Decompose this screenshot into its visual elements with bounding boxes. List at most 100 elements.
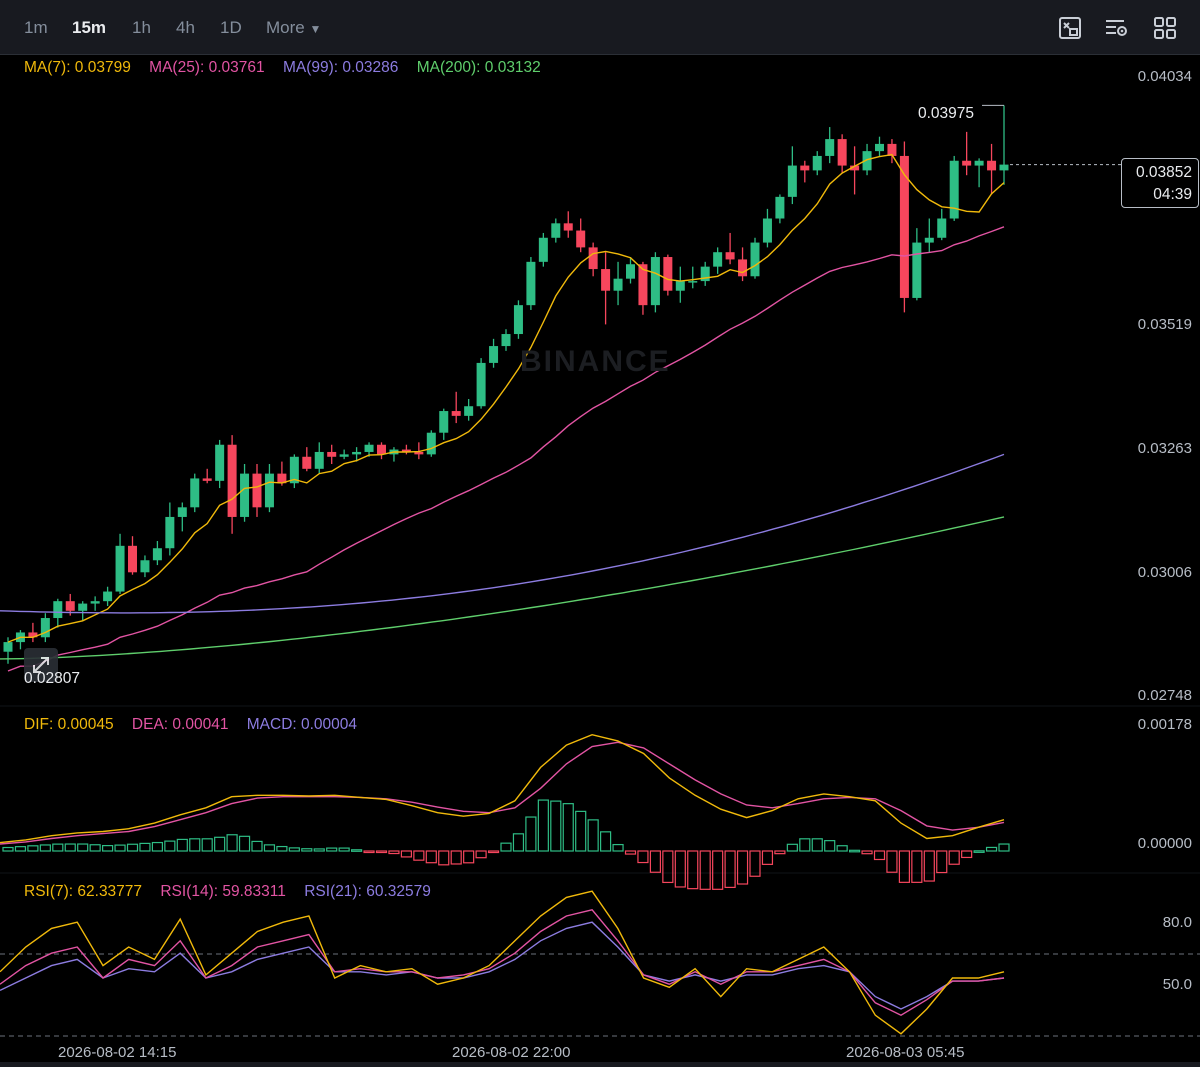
macd-tick: 0.00000 [1137, 835, 1192, 852]
macd-histogram-bar [126, 843, 139, 852]
ma99-legend: MA(99): 0.03286 [282, 59, 399, 76]
macd-histogram-bar [326, 847, 338, 852]
candle [999, 164, 1009, 171]
macd-histogram-bar [537, 799, 549, 852]
candle [551, 223, 561, 238]
timeframe-1d[interactable]: 1D [220, 18, 242, 37]
indicator-settings-icon[interactable] [1104, 15, 1130, 41]
chart-type-icon[interactable] [1057, 15, 1083, 41]
macd-histogram-bar [811, 838, 823, 852]
macd-histogram-bar [338, 847, 350, 852]
candle [850, 165, 860, 171]
candle [650, 257, 660, 306]
macd-histogram-bar [512, 833, 525, 852]
time-tick: 2026-08-03 05:45 [846, 1044, 965, 1061]
candle [215, 444, 225, 481]
chart-canvas[interactable] [0, 55, 1200, 1067]
candle [613, 278, 623, 291]
timeframe-1m[interactable]: 1m [24, 18, 48, 37]
macd-histogram-bar [89, 844, 101, 852]
candle [190, 478, 200, 508]
timeframe-1h[interactable]: 1h [132, 18, 151, 37]
dif-line [0, 733, 1005, 844]
candle [713, 252, 723, 267]
more-timeframes-button[interactable]: More ▼ [266, 18, 321, 38]
candle [489, 346, 499, 363]
bottom-edge [0, 1062, 1200, 1067]
candle [240, 473, 250, 517]
caret-down-icon: ▼ [309, 22, 322, 36]
candle [53, 601, 63, 619]
candle [277, 473, 287, 484]
price-tick: 0.03006 [1137, 564, 1192, 581]
more-label: More [266, 18, 305, 37]
macd-histogram-bar [948, 850, 960, 865]
macd-histogram-bar [674, 850, 686, 888]
macd-histogram-bar [214, 836, 226, 852]
macd-histogram-bar [2, 846, 14, 852]
candle [339, 454, 349, 457]
candle [352, 451, 362, 455]
macd-histogram-bar [873, 850, 886, 861]
candle [688, 281, 698, 283]
timeframe-4h[interactable]: 4h [176, 18, 195, 37]
price-tick: 0.02748 [1137, 687, 1192, 704]
timeframe-15m[interactable]: 15m [72, 18, 107, 37]
macd-histogram-bar [238, 835, 251, 852]
macd-histogram-bar [961, 850, 973, 859]
macd-histogram-bar [861, 850, 873, 855]
candle [601, 269, 611, 291]
rsi7-line [0, 890, 1005, 1035]
candle [65, 601, 75, 611]
macd-histogram-bar [724, 850, 736, 888]
macd-histogram-bar [101, 845, 114, 852]
candle [364, 444, 374, 452]
macd-histogram-bar [699, 850, 711, 890]
layout-grid-icon[interactable] [1152, 15, 1178, 41]
candle [289, 456, 299, 484]
candle [401, 449, 411, 452]
macd-histogram-bar [14, 846, 27, 852]
macd-histogram-bar [562, 803, 574, 852]
macd-histogram-bar [985, 846, 998, 852]
high-price-label: 0.03975 [918, 105, 975, 122]
candle [576, 230, 586, 248]
expand-chart-button[interactable] [24, 648, 58, 682]
macd-histogram-bar [52, 843, 64, 852]
candle [538, 237, 548, 262]
candle [414, 451, 424, 455]
current-price-tag: 0.03852 04:39 [1121, 158, 1199, 208]
macd-histogram-bar [425, 850, 437, 864]
candle [937, 218, 947, 238]
macd-histogram-bar [263, 844, 276, 852]
macd-histogram-bar [276, 845, 288, 852]
macd-legend: DIF: 0.00045 DEA: 0.00041 MACD: 0.00004 [24, 716, 371, 734]
rsi-legend: RSI(7): 62.33777 RSI(14): 59.83311 RSI(2… [24, 883, 445, 901]
macd-histogram-bar [77, 843, 89, 852]
candle [663, 257, 673, 291]
candle [775, 196, 785, 219]
dif-legend: DIF: 0.00045 [24, 716, 114, 733]
candle [103, 591, 113, 602]
macd-tick: 0.00178 [1137, 716, 1192, 733]
macd-histogram-bar [836, 845, 848, 852]
macd-histogram-bar [662, 850, 674, 884]
rsi-tick: 50.0 [1162, 976, 1192, 993]
candle [439, 411, 449, 433]
candle [750, 242, 760, 277]
dea-line [0, 741, 1005, 845]
ma99-line [0, 453, 1005, 614]
macd-histogram-bar [936, 850, 948, 874]
ma7-legend: MA(7): 0.03799 [24, 59, 131, 76]
candle [987, 160, 997, 171]
macd-histogram-bar [911, 850, 923, 883]
macd-histogram-bar [351, 849, 363, 852]
macd-histogram-bar [27, 845, 39, 852]
candle [974, 160, 984, 166]
macd-histogram-bar [575, 810, 587, 852]
macd-histogram-bar [251, 840, 263, 852]
macd-histogram-bar [388, 850, 400, 855]
macd-histogram-bar [786, 843, 798, 852]
candle [949, 160, 959, 219]
candle [787, 165, 797, 197]
